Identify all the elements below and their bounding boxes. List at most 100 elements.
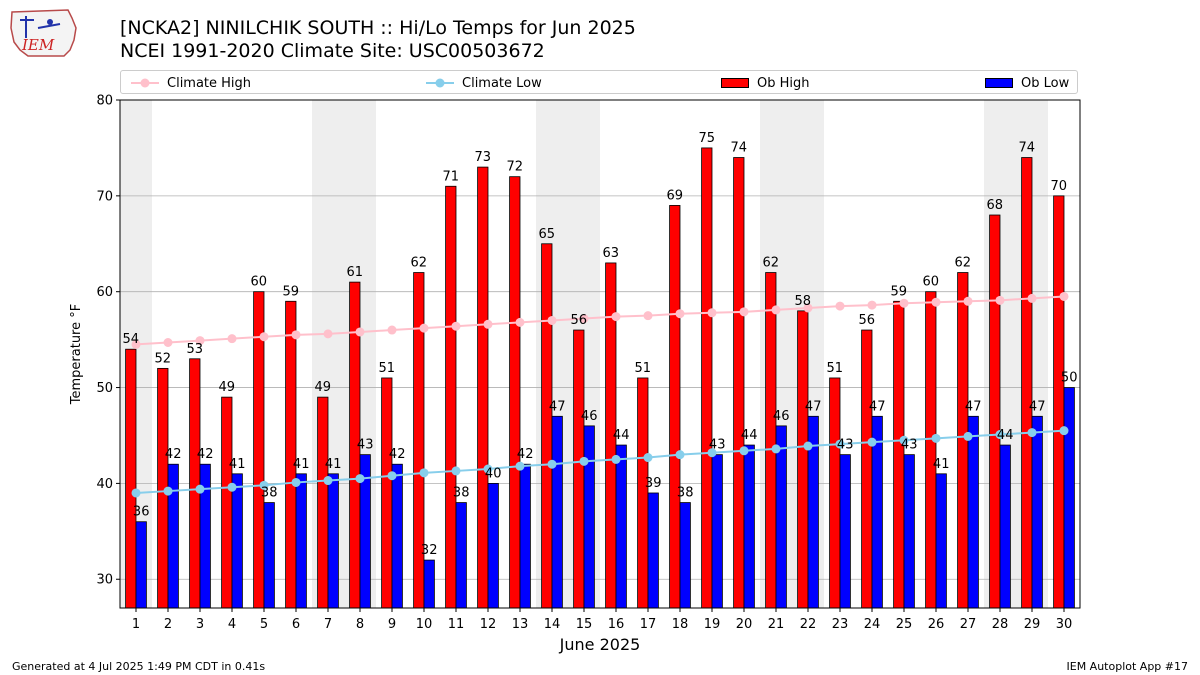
- label-ob-high: 74: [1019, 141, 1036, 156]
- label-ob-low: 32: [421, 543, 438, 558]
- bar-ob-high: [765, 272, 777, 609]
- x-tick-label: 14: [544, 617, 561, 632]
- label-ob-low: 39: [645, 476, 662, 491]
- point-climate-high: [579, 314, 589, 324]
- bar-ob-high: [509, 176, 521, 609]
- bar-ob-low: [679, 502, 691, 609]
- bar-ob-low: [263, 502, 275, 609]
- label-ob-low: 50: [1061, 371, 1078, 386]
- label-ob-low: 40: [485, 466, 502, 481]
- label-ob-low: 47: [869, 399, 886, 414]
- bar-ob-high: [125, 348, 137, 609]
- x-tick-label: 9: [388, 617, 396, 632]
- label-ob-low: 42: [517, 447, 534, 462]
- label-ob-high: 59: [283, 284, 300, 299]
- legend-label-climate-high: Climate High: [167, 75, 252, 91]
- point-climate-high: [483, 319, 493, 329]
- point-climate-low: [291, 477, 301, 487]
- point-climate-high: [1027, 293, 1037, 303]
- point-climate-high: [803, 303, 813, 313]
- label-ob-low: 41: [293, 457, 310, 472]
- point-climate-low: [1059, 426, 1069, 436]
- point-climate-low: [803, 441, 813, 451]
- point-climate-low: [867, 437, 877, 447]
- label-ob-high: 49: [315, 380, 332, 395]
- legend-item-ob-high: Ob High: [721, 74, 810, 92]
- point-climate-high: [1059, 291, 1069, 301]
- bar-ob-high: [701, 147, 713, 609]
- label-ob-low: 42: [165, 447, 182, 462]
- label-ob-high: 52: [155, 351, 172, 366]
- x-tick-label: 5: [260, 617, 268, 632]
- bar-ob-low: [711, 454, 723, 609]
- footer-app-label: IEM Autoplot App #17: [1066, 660, 1189, 673]
- point-climate-high: [419, 323, 429, 333]
- label-ob-low: 42: [197, 447, 214, 462]
- line-climate-high: [135, 295, 1065, 346]
- bar-ob-low: [519, 463, 531, 609]
- point-climate-high: [355, 327, 365, 337]
- point-climate-low: [515, 461, 525, 471]
- label-ob-high: 74: [731, 141, 748, 156]
- point-climate-high: [291, 330, 301, 340]
- label-ob-high: 72: [507, 160, 524, 175]
- point-climate-low: [579, 456, 589, 466]
- label-ob-low: 47: [1029, 399, 1046, 414]
- point-climate-low: [963, 431, 973, 441]
- x-tick-label: 3: [196, 617, 204, 632]
- bar-ob-low: [647, 492, 659, 609]
- x-tick-label: 12: [480, 617, 497, 632]
- bar-ob-high: [861, 329, 873, 609]
- y-axis-label: Temperature °F: [69, 304, 84, 405]
- bar-ob-high: [829, 377, 841, 609]
- x-tick-label: 1: [132, 617, 140, 632]
- svg-text:IEM: IEM: [21, 36, 55, 54]
- point-climate-low: [355, 474, 365, 484]
- label-ob-low: 38: [677, 486, 694, 501]
- iem-logo: IEM: [10, 9, 77, 57]
- x-tick-label: 17: [640, 617, 657, 632]
- label-ob-low: 43: [901, 438, 918, 453]
- legend-label-ob-low: Ob Low: [1021, 75, 1070, 91]
- point-climate-low: [163, 486, 173, 496]
- point-climate-low: [259, 480, 269, 490]
- x-tick-label: 25: [896, 617, 913, 632]
- bar-ob-high: [1021, 157, 1033, 609]
- point-climate-low: [899, 435, 909, 445]
- label-ob-high: 53: [187, 342, 204, 357]
- label-ob-high: 58: [795, 294, 812, 309]
- x-tick-label: 24: [864, 617, 881, 632]
- bar-ob-high: [925, 291, 937, 609]
- x-tick-label: 15: [576, 617, 593, 632]
- x-tick-label: 8: [356, 617, 364, 632]
- label-ob-low: 43: [709, 438, 726, 453]
- bar-ob-low: [295, 473, 307, 609]
- label-ob-low: 38: [261, 486, 278, 501]
- label-ob-high: 62: [411, 256, 428, 271]
- label-ob-low: 43: [837, 438, 854, 453]
- label-ob-high: 63: [603, 246, 620, 261]
- point-climate-high: [547, 315, 557, 325]
- bar-ob-low: [391, 463, 403, 609]
- point-climate-low: [707, 448, 717, 458]
- bar-ob-low: [455, 502, 467, 609]
- bar-ob-high: [317, 396, 329, 609]
- point-climate-high: [163, 337, 173, 347]
- x-tick-label: 29: [1024, 617, 1041, 632]
- bar-ob-low: [967, 415, 979, 609]
- x-tick-label: 11: [448, 617, 465, 632]
- label-ob-high: 73: [475, 150, 492, 165]
- point-climate-high: [739, 307, 749, 317]
- temperature-chart: 3040506070805452534960594961516271737265…: [69, 94, 1081, 654]
- label-ob-low: 44: [741, 428, 758, 443]
- bar-ob-high: [893, 300, 905, 609]
- bar-ob-low: [775, 425, 787, 609]
- bar-ob-high: [669, 205, 681, 609]
- point-climate-low: [643, 453, 653, 463]
- label-ob-high: 56: [571, 313, 588, 328]
- legend-label-climate-low: Climate Low: [462, 75, 542, 91]
- bar-ob-high: [189, 358, 201, 609]
- legend-label-ob-high: Ob High: [757, 75, 810, 91]
- point-climate-low: [931, 433, 941, 443]
- label-ob-high: 68: [987, 198, 1004, 213]
